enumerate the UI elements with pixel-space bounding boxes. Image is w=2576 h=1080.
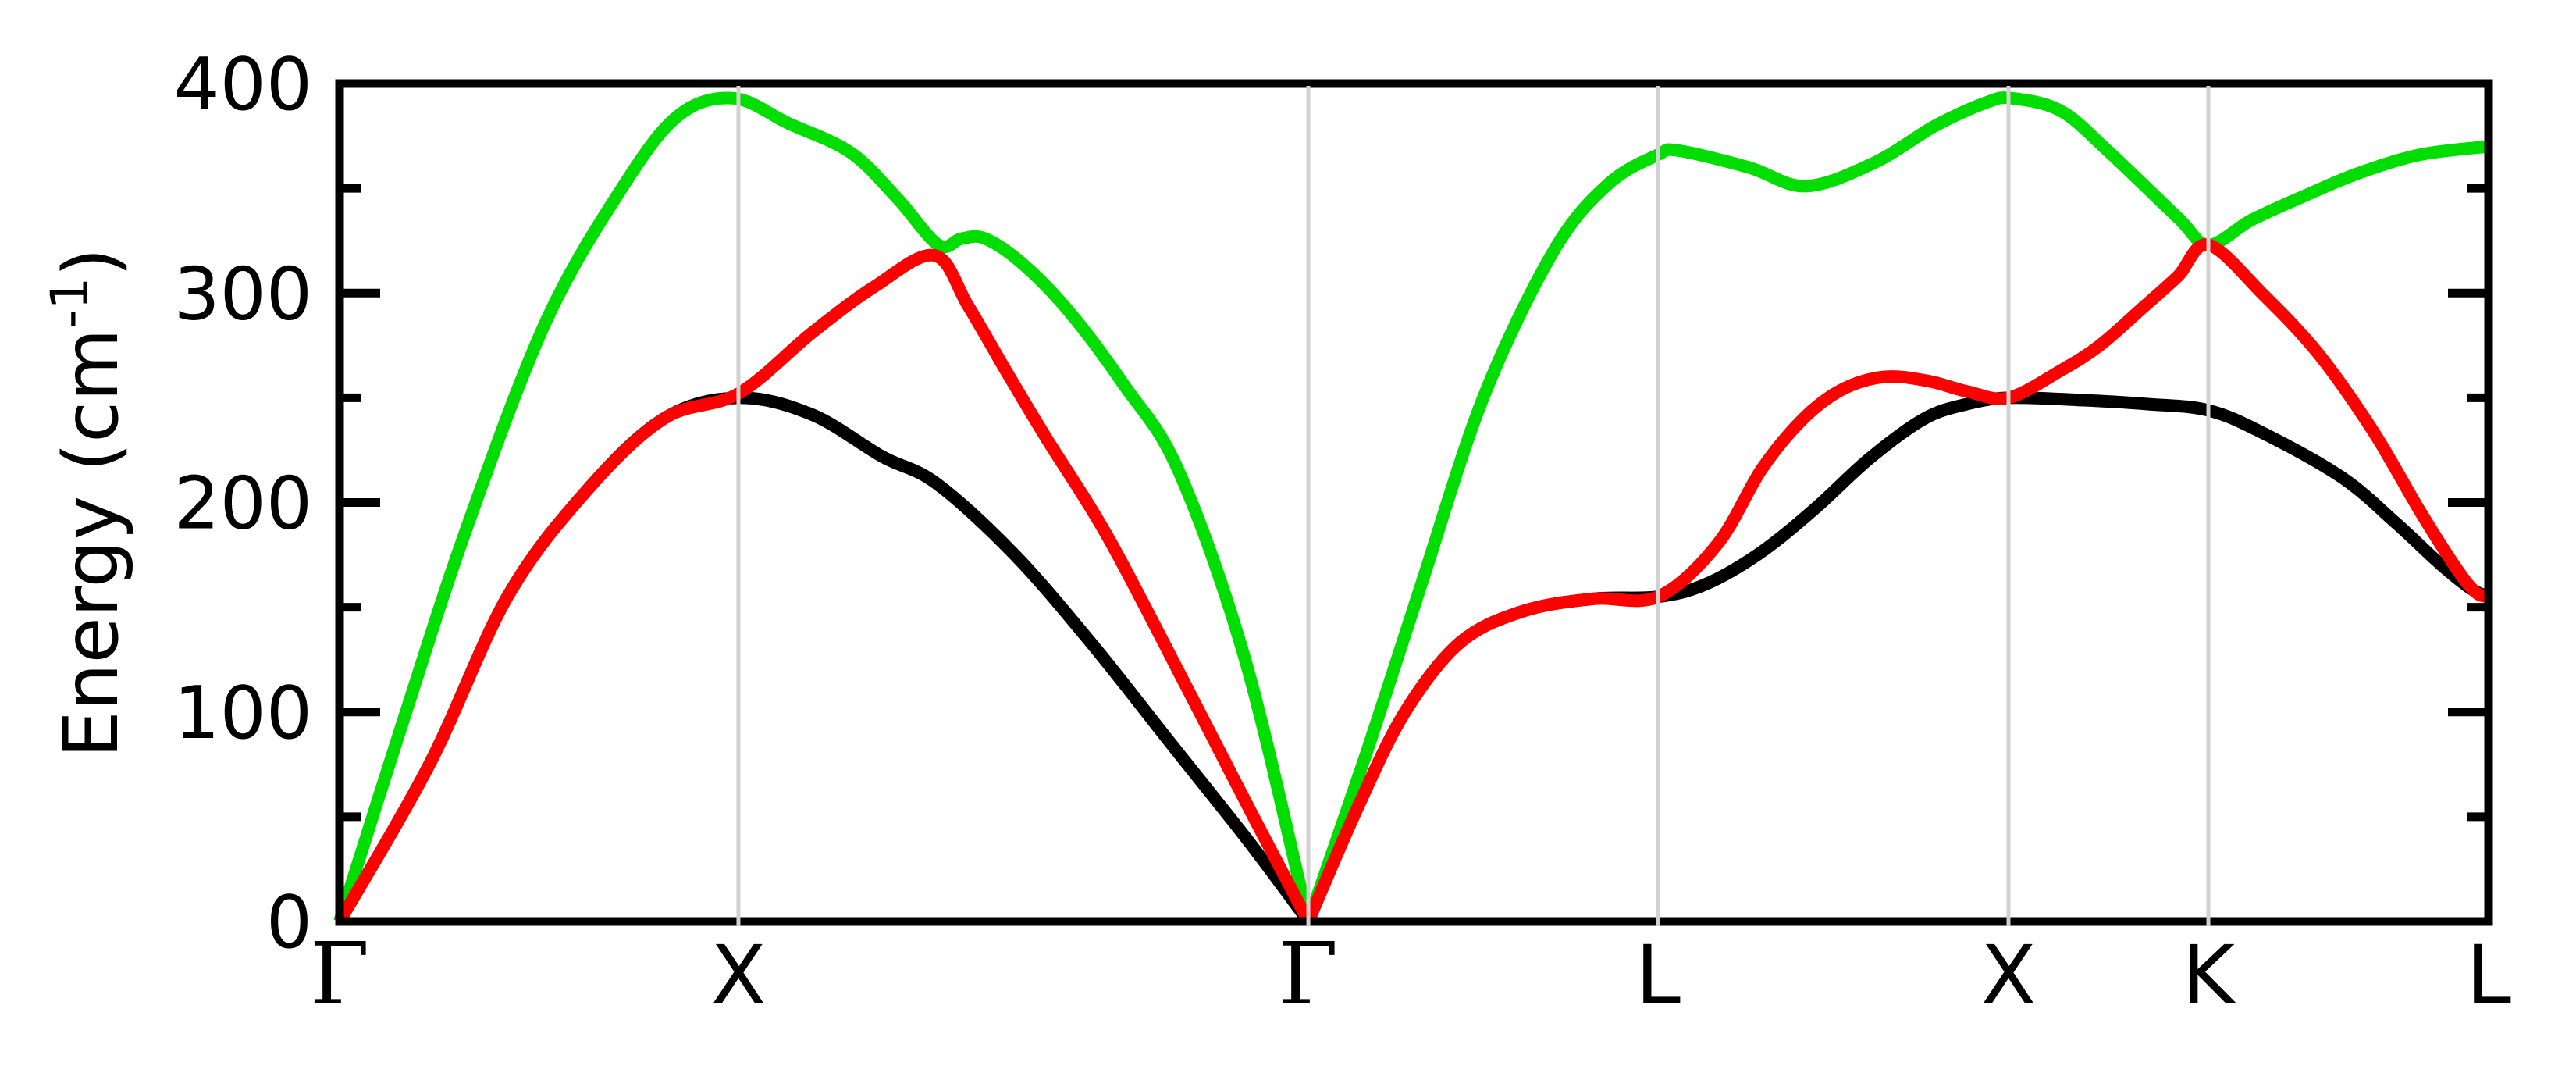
y-axis-title: Energy (cm-1)	[40, 248, 135, 758]
high-symmetry-gridlines	[736, 86, 2211, 926]
y-tick-labels: 0 100 200 300 400	[173, 42, 312, 964]
acoustic-branch-green-curve	[333, 91, 1315, 924]
x-label-gamma: Γ	[1279, 924, 1338, 1024]
y-tick-label: 400	[173, 42, 312, 127]
y-tick-label: 0	[266, 880, 312, 964]
x-label-x: X	[710, 928, 766, 1023]
acoustic-branch-black-curve	[1302, 391, 2492, 925]
y-tick-label: 300	[173, 251, 312, 336]
acoustic-branch-red-curve	[334, 248, 1315, 925]
y-tick-label: 200	[173, 462, 312, 546]
acoustic-branch-green-curve	[1302, 91, 2489, 924]
x-label-l: L	[2466, 928, 2511, 1023]
x-label-l: L	[1635, 928, 1681, 1023]
dispersion-curves	[333, 91, 2492, 925]
y-tick-label: 100	[173, 671, 312, 755]
y-axis-title-part: )	[48, 248, 135, 276]
x-label-x: X	[1980, 928, 2036, 1023]
x-label-gamma: Γ	[310, 924, 369, 1024]
y-axis-title-part: -1	[40, 277, 100, 329]
plot-frame-and-ticks	[335, 79, 2493, 926]
y-axis-title-group: Energy (cm-1)	[40, 248, 135, 758]
acoustic-branch-red-curve	[1302, 238, 2491, 925]
y-axis-title-part: Energy (cm	[48, 328, 135, 757]
x-label-k: K	[2182, 928, 2237, 1023]
